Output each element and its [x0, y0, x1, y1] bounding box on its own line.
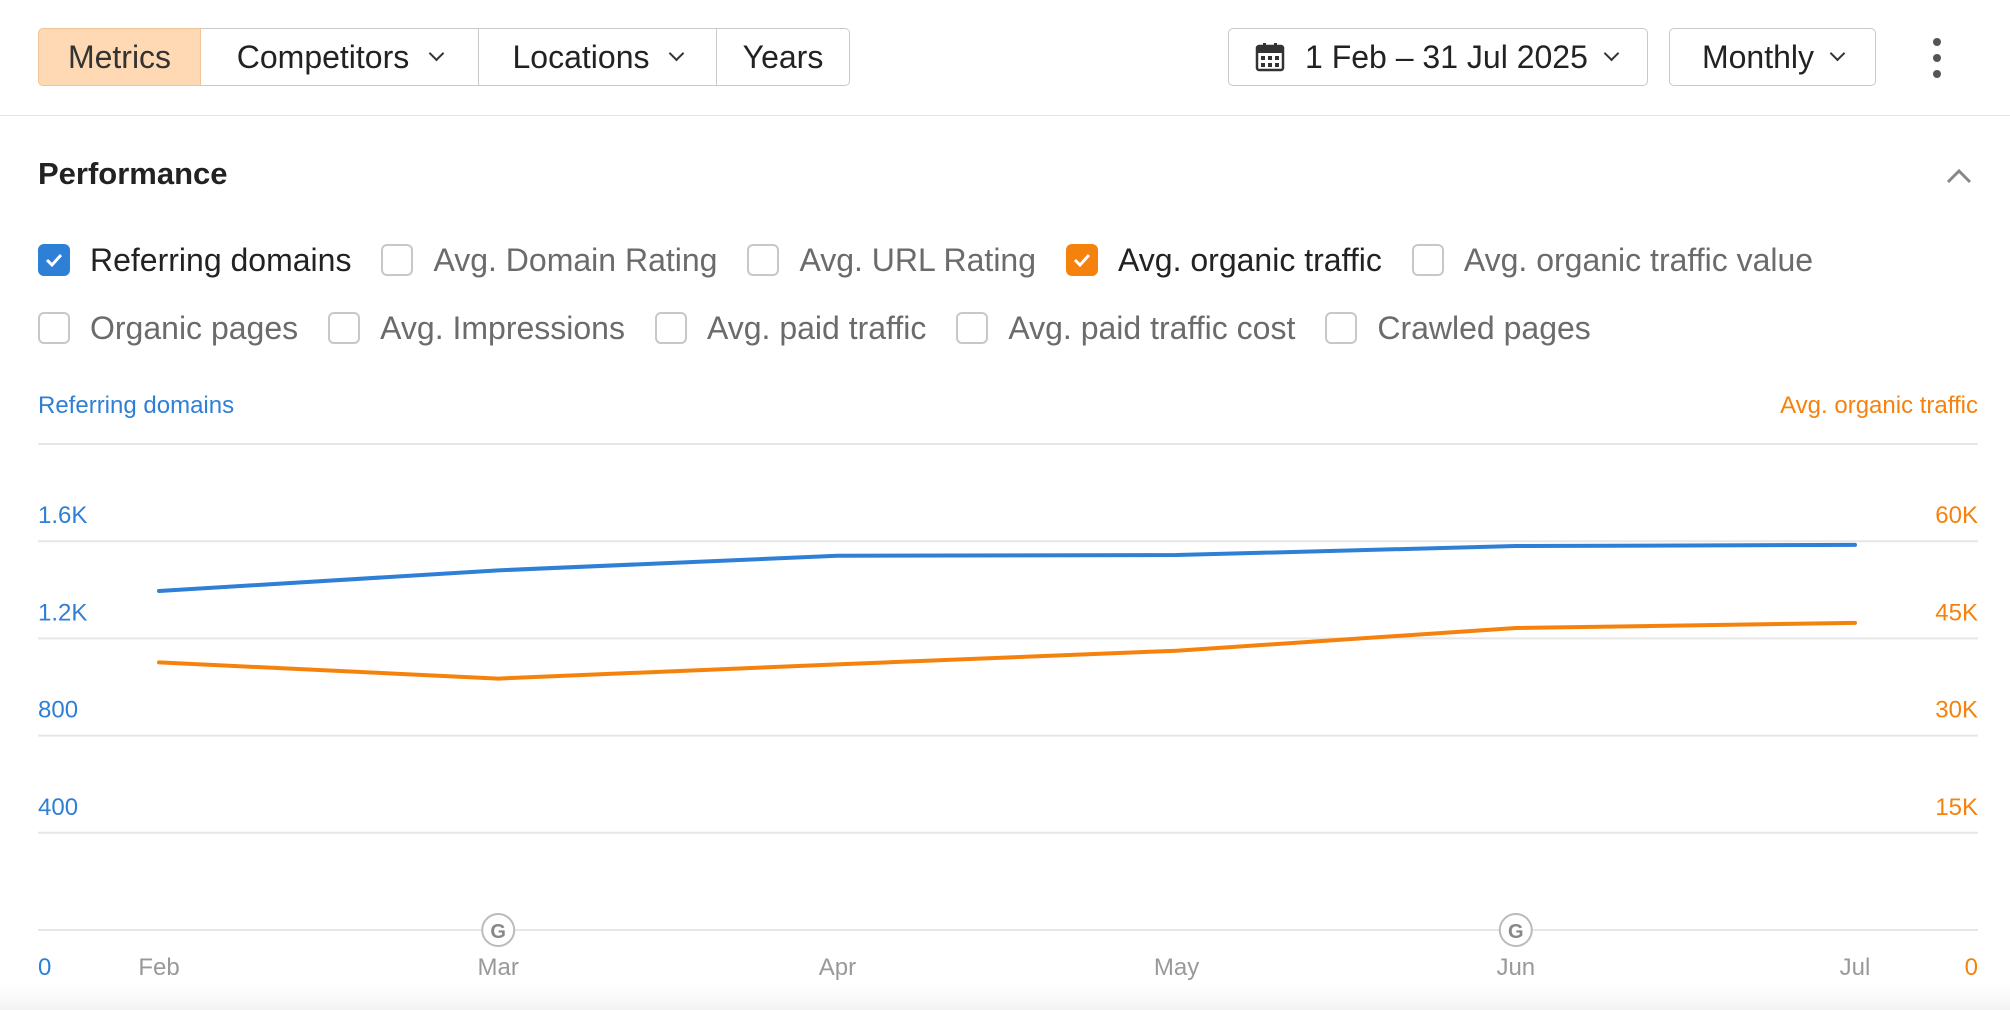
checkbox-icon[interactable] — [654, 312, 687, 344]
right-axis-title: Avg. organic traffic — [1780, 392, 1978, 419]
left-tick-label: 800 — [38, 697, 78, 724]
metric-crawled-pages[interactable]: Crawled pages — [1325, 309, 1591, 347]
period-label: Monthly — [1701, 38, 1815, 75]
kebab-dot — [1933, 54, 1941, 62]
bottom-fade — [0, 985, 2010, 1010]
x-tick-label: Apr — [819, 954, 856, 981]
x-tick-label: Mar — [478, 954, 519, 981]
right-tick-label: 15K — [1935, 794, 1978, 821]
metric-avg-url-rating[interactable]: Avg. URL Rating — [747, 242, 1036, 279]
metric-label: Avg. Impressions — [380, 309, 625, 346]
metric-label: Referring domains — [90, 241, 352, 278]
metric-avg-organic-traffic-value[interactable]: Avg. organic traffic value — [1411, 241, 1814, 279]
metric-avg-organic-traffic[interactable]: Avg. organic traffic — [1066, 242, 1382, 279]
tab-competitors-label: Competitors — [236, 38, 410, 75]
tab-locations[interactable]: Locations — [479, 28, 717, 86]
chart-canvas[interactable]: 0 400 800 1.2K 1.6K 0 15K 30K 45K 60K Feb Mar Apr May… — [0, 380, 2010, 1010]
left-tick-label: 1.2K — [38, 599, 87, 626]
metric-organic-pages[interactable]: Organic pages — [38, 310, 298, 347]
chevron-down-icon — [669, 45, 685, 61]
x-tick-label: Feb — [138, 954, 179, 981]
metric-avg-paid-traffic[interactable]: Avg. paid traffic — [654, 309, 927, 347]
x-tick-label: Jun — [1496, 954, 1535, 981]
tab-locations-label: Locations — [512, 38, 650, 75]
left-tick-label: 0 — [38, 954, 51, 981]
metric-label: Avg. URL Rating — [799, 241, 1037, 278]
kebab-menu-icon[interactable] — [1920, 36, 1954, 80]
performance-chart[interactable]: Referring domains Avg. organic traffic 0… — [0, 380, 2010, 1010]
checkbox-icon[interactable] — [747, 244, 780, 276]
metric-label: Avg. paid traffic — [706, 309, 927, 346]
period-dropdown[interactable]: Monthly — [1669, 28, 1876, 86]
left-axis-title: Referring domains — [38, 392, 235, 419]
checkbox-checked-icon[interactable] — [1066, 244, 1099, 276]
left-tick-label: 400 — [38, 794, 78, 821]
tab-competitors[interactable]: Competitors — [201, 28, 479, 86]
metric-checkbox-row-1: Referring domains Avg. Domain Rating Avg… — [38, 240, 1843, 280]
metric-label: Crawled pages — [1377, 309, 1591, 346]
right-tick-label: 45K — [1935, 599, 1978, 626]
kebab-dot — [1933, 70, 1941, 78]
toolbar: Metrics Competitors Locations Years 1 Fe… — [0, 0, 2010, 116]
date-range-picker[interactable]: 1 Feb – 31 Jul 2025 — [1228, 28, 1648, 86]
view-tabs: Metrics Competitors Locations Years — [38, 28, 850, 86]
checkbox-checked-icon[interactable] — [38, 244, 70, 276]
chevron-up-icon[interactable] — [1944, 164, 1974, 188]
metric-label: Avg. organic traffic — [1118, 241, 1382, 278]
kebab-dot — [1933, 38, 1941, 46]
checkbox-icon[interactable] — [328, 312, 361, 344]
checkbox-icon[interactable] — [1325, 312, 1358, 344]
tab-years[interactable]: Years — [717, 28, 850, 86]
metric-label: Avg. organic traffic value — [1463, 241, 1814, 278]
right-tick-label: 60K — [1935, 502, 1978, 529]
checkbox-icon[interactable] — [956, 312, 989, 344]
metric-label: Avg. Domain Rating — [433, 241, 718, 278]
left-tick-label: 1.6K — [38, 502, 87, 529]
metric-label: Avg. paid traffic cost — [1008, 309, 1296, 346]
tab-years-label: Years — [742, 38, 824, 75]
chevron-down-icon — [428, 45, 445, 61]
checkbox-icon[interactable] — [381, 244, 414, 276]
checkbox-icon[interactable] — [38, 312, 70, 344]
calendar-icon — [1255, 43, 1285, 72]
google-update-icon — [1498, 913, 1533, 947]
series-line-avg-organic-traffic — [157, 620, 1857, 681]
metric-checkbox-row-2: Organic pages Avg. Impressions Avg. paid… — [38, 308, 1621, 348]
google-update-icon — [481, 913, 516, 947]
date-range-label: 1 Feb – 31 Jul 2025 — [1305, 38, 1588, 75]
right-tick-label: 0 — [1965, 954, 1978, 981]
x-tick-label: Jul — [1840, 954, 1871, 981]
right-tick-label: 30K — [1935, 697, 1978, 724]
metric-avg-domain-rating[interactable]: Avg. Domain Rating — [381, 242, 717, 279]
metric-avg-paid-traffic-cost[interactable]: Avg. paid traffic cost — [956, 310, 1295, 347]
metric-avg-impressions[interactable]: Avg. Impressions — [328, 310, 625, 347]
chevron-down-icon — [1603, 45, 1620, 61]
chevron-down-icon — [1829, 45, 1846, 61]
metric-label: Organic pages — [90, 309, 299, 346]
x-tick-label: May — [1154, 954, 1199, 981]
metric-referring-domains[interactable]: Referring domains — [38, 242, 351, 279]
google-update-label: G — [1508, 921, 1524, 943]
google-update-label: G — [490, 921, 506, 943]
tab-metrics[interactable]: Metrics — [38, 28, 201, 86]
section-title: Performance — [38, 156, 228, 191]
checkbox-icon[interactable] — [1411, 244, 1444, 276]
series-line-referring-domains — [157, 542, 1857, 594]
tab-metrics-label: Metrics — [67, 38, 172, 75]
